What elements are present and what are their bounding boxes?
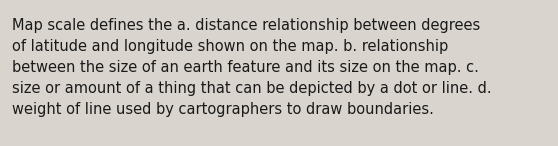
Text: Map scale defines the a. distance relationship between degrees
of latitude and l: Map scale defines the a. distance relati…: [12, 18, 492, 117]
